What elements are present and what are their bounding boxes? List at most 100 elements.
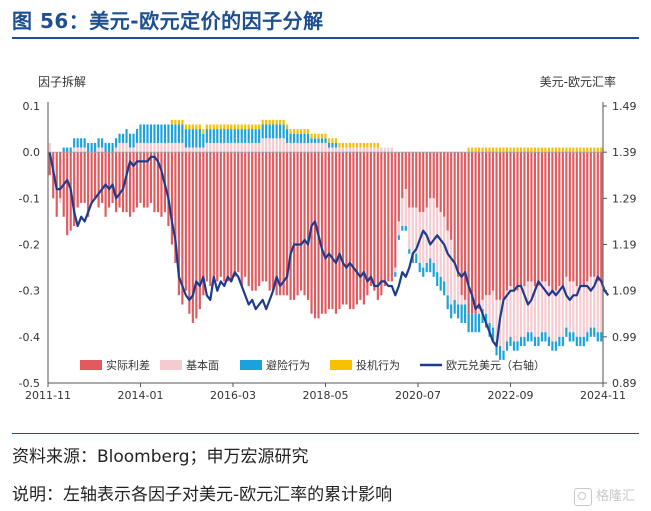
bar-segment bbox=[296, 142, 299, 153]
bar-segment bbox=[289, 129, 292, 134]
bar-segment bbox=[299, 152, 303, 291]
bar-segment bbox=[544, 281, 547, 333]
bar-segment bbox=[362, 142, 365, 148]
bar-segment bbox=[125, 129, 128, 143]
x-tick-label: 2016-03 bbox=[210, 389, 256, 402]
bar-segment bbox=[331, 147, 334, 153]
note-text: 说明：左轴表示各因子对美元-欧元汇率的累计影响 bbox=[12, 485, 393, 505]
title-rule bbox=[12, 37, 639, 39]
bar-segment bbox=[146, 152, 149, 208]
bar-segment bbox=[254, 142, 257, 153]
bar-segment bbox=[226, 142, 229, 153]
bar-segment bbox=[338, 142, 341, 148]
bar-segment bbox=[439, 276, 442, 291]
right-tick-label: 0.89 bbox=[612, 377, 637, 390]
bar-segment bbox=[240, 124, 243, 130]
bar-segment bbox=[547, 147, 550, 153]
bar-segment bbox=[568, 332, 571, 342]
bar-segment bbox=[397, 221, 400, 236]
bar-segment bbox=[268, 152, 271, 291]
bar-segment bbox=[174, 152, 177, 263]
bar-segment bbox=[512, 147, 516, 153]
legend-swatch bbox=[330, 360, 352, 370]
bar-segment bbox=[219, 124, 222, 130]
bar-segment bbox=[275, 152, 278, 296]
bar-segment bbox=[202, 129, 205, 134]
bar-segment bbox=[310, 138, 313, 143]
bar-segment bbox=[596, 332, 599, 342]
bar-segment bbox=[209, 142, 212, 153]
bar-segment bbox=[142, 142, 146, 153]
bar-segment bbox=[212, 142, 215, 153]
left-tick-label: -0.2 bbox=[19, 239, 40, 252]
bar-segment bbox=[484, 295, 488, 314]
bar-segment bbox=[97, 147, 100, 153]
bar-segment bbox=[303, 142, 306, 153]
bar-segment bbox=[209, 129, 212, 143]
bar-segment bbox=[464, 304, 467, 323]
bar-segment bbox=[198, 129, 201, 148]
bar-segment bbox=[244, 142, 247, 153]
bar-segment bbox=[233, 129, 236, 143]
bar-segment bbox=[156, 142, 160, 153]
bar-segment bbox=[369, 147, 372, 153]
bar-segment bbox=[80, 152, 83, 203]
bar-segment bbox=[471, 147, 474, 153]
legend: 实际利差 基本面 避险行为 投机行为 欧元兑美元（右轴） bbox=[80, 358, 545, 372]
bar-segment bbox=[558, 336, 561, 347]
legend-swatch bbox=[240, 360, 262, 370]
bar-segment bbox=[272, 119, 275, 125]
bar-segment bbox=[216, 129, 219, 143]
bar-segment bbox=[275, 124, 278, 139]
bar-segment bbox=[509, 152, 512, 287]
bar-segment bbox=[177, 152, 180, 296]
bar-segment bbox=[128, 147, 132, 153]
bar-segment bbox=[537, 147, 540, 153]
bar-segment bbox=[317, 133, 320, 139]
bar-segment bbox=[408, 249, 411, 254]
bar-segment bbox=[484, 147, 488, 153]
bar-segment bbox=[181, 119, 184, 125]
bar-segment bbox=[258, 129, 261, 143]
bar-segment bbox=[540, 281, 543, 333]
bar-segment bbox=[540, 147, 543, 153]
bar-segment bbox=[212, 129, 215, 143]
bar-segment bbox=[317, 142, 320, 153]
bar-segment bbox=[369, 142, 372, 148]
bar-segment bbox=[188, 152, 191, 314]
bar-segment bbox=[139, 142, 142, 153]
bar-segment bbox=[230, 142, 233, 153]
legend-label: 欧元兑美元（右轴） bbox=[446, 358, 545, 372]
bar-segment bbox=[142, 124, 146, 143]
bar-segment bbox=[450, 239, 453, 305]
bar-segment bbox=[551, 341, 554, 351]
bar-segment bbox=[153, 124, 156, 143]
bar-segment bbox=[537, 336, 540, 347]
bar-segment bbox=[303, 133, 306, 143]
bar-segment bbox=[261, 119, 264, 125]
bar-segment bbox=[394, 272, 397, 277]
bar-segment bbox=[401, 226, 404, 231]
bar-segment bbox=[422, 212, 425, 268]
bar-segment bbox=[327, 147, 331, 153]
bar-segment bbox=[244, 152, 247, 277]
bar-segment bbox=[261, 152, 264, 282]
bar-segment bbox=[219, 152, 222, 277]
x-tick-label: 2014-01 bbox=[118, 389, 164, 402]
bar-segment bbox=[76, 147, 79, 153]
bar-segment bbox=[97, 152, 100, 208]
bar-segment bbox=[341, 147, 345, 153]
bar-segment bbox=[306, 152, 310, 300]
bar-segment bbox=[258, 124, 261, 130]
right-axis-label: 美元-欧元汇率 bbox=[540, 74, 616, 89]
bar-segment bbox=[160, 142, 163, 153]
bar-segment bbox=[561, 336, 564, 347]
bar-segment bbox=[544, 332, 547, 342]
bar-segment bbox=[223, 142, 226, 153]
chart: 因子拆解 美元-欧元汇率 0.10.0-0.1-0.2-0.3-0.4-0.5 … bbox=[19, 74, 637, 402]
bar-segment bbox=[334, 152, 338, 314]
bar-segment bbox=[450, 304, 453, 319]
bar-segment bbox=[195, 129, 198, 148]
bar-segment bbox=[376, 142, 379, 148]
bar-segment bbox=[446, 152, 449, 231]
